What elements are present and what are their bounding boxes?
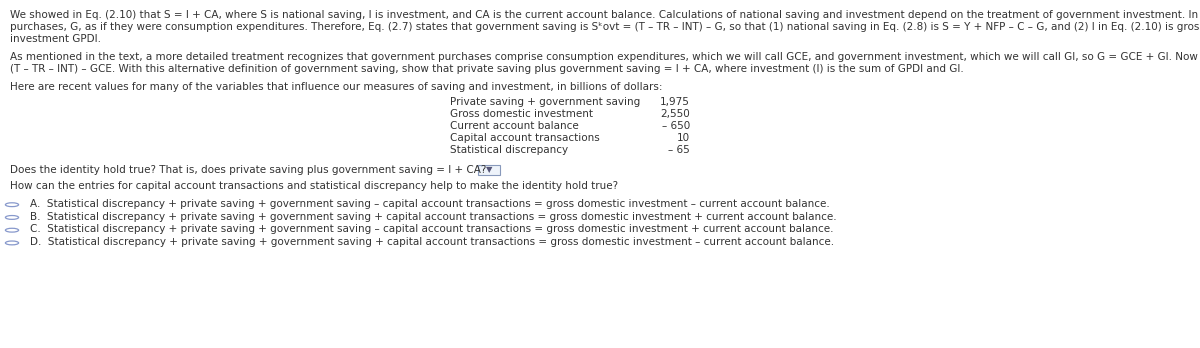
Text: Capital account transactions: Capital account transactions (450, 133, 600, 143)
Text: Statistical discrepancy: Statistical discrepancy (450, 144, 568, 155)
Text: 1,975: 1,975 (660, 97, 690, 107)
Text: B.  Statistical discrepancy + private saving + government saving + capital accou: B. Statistical discrepancy + private sav… (30, 212, 836, 222)
Text: How can the entries for capital account transactions and statistical discrepancy: How can the entries for capital account … (10, 181, 618, 190)
Text: Gross domestic investment: Gross domestic investment (450, 109, 593, 119)
Bar (478, 165, 500, 175)
Text: As mentioned in the text, a more detailed treatment recognizes that government p: As mentioned in the text, a more detaile… (10, 52, 1200, 62)
Text: ▼: ▼ (486, 166, 492, 174)
Text: purchases, G, as if they were consumption expenditures. Therefore, Eq. (2.7) sta: purchases, G, as if they were consumptio… (10, 22, 1200, 32)
Text: 10: 10 (677, 133, 690, 143)
Text: Here are recent values for many of the variables that influence our measures of : Here are recent values for many of the v… (10, 82, 662, 92)
Text: Does the identity hold true? That is, does private saving plus government saving: Does the identity hold true? That is, do… (10, 165, 486, 175)
Text: 2,550: 2,550 (660, 109, 690, 119)
Text: We showed in Eq. (2.10) that S = I + CA, where S is national saving, I is invest: We showed in Eq. (2.10) that S = I + CA,… (10, 10, 1200, 20)
Text: – 65: – 65 (668, 144, 690, 155)
Text: C.  Statistical discrepancy + private saving + government saving – capital accou: C. Statistical discrepancy + private sav… (30, 224, 834, 234)
Text: Current account balance: Current account balance (450, 121, 578, 131)
Text: A.  Statistical discrepancy + private saving + government saving – capital accou: A. Statistical discrepancy + private sav… (30, 199, 829, 209)
Text: – 650: – 650 (661, 121, 690, 131)
Text: D.  Statistical discrepancy + private saving + government saving + capital accou: D. Statistical discrepancy + private sav… (30, 237, 834, 247)
Text: investment GPDI.: investment GPDI. (10, 34, 101, 44)
Text: (T – TR – INT) – GCE. With this alternative definition of government saving, sho: (T – TR – INT) – GCE. With this alternat… (10, 64, 964, 74)
Text: Private saving + government saving: Private saving + government saving (450, 97, 641, 107)
